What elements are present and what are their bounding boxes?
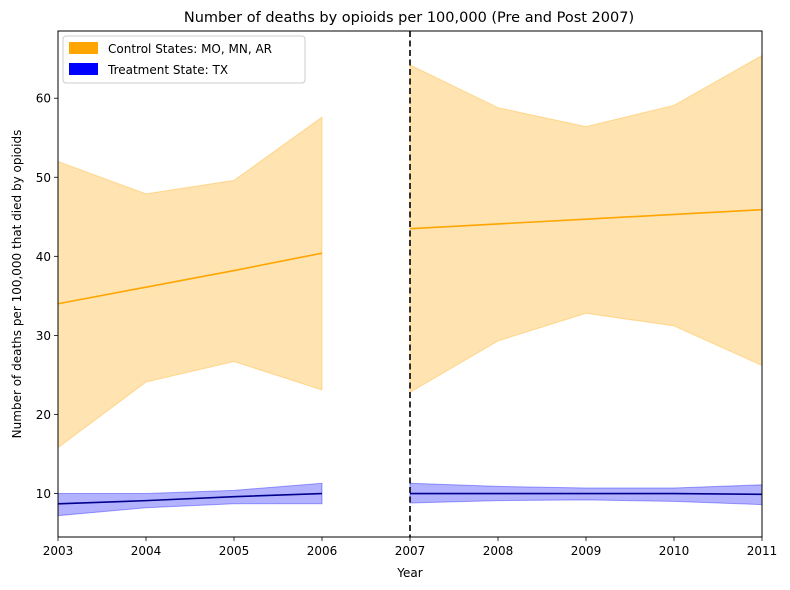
y-tick-label: 10 [36, 487, 51, 501]
series-0-band-0 [57, 116, 323, 449]
legend-swatch-1 [69, 63, 98, 75]
series-1-line-0 [57, 492, 323, 505]
series-0-line-1 [409, 208, 763, 230]
x-tick-label: 2007 [395, 544, 426, 558]
legend-box [62, 35, 306, 84]
chart-title: Number of deaths by opioids per 100,000 … [184, 10, 634, 26]
plot-area [57, 31, 763, 537]
x-tick-label: 2009 [571, 544, 602, 558]
y-tick-label: 50 [36, 171, 51, 185]
legend: Control States: MO, MN, AR Treatment Stat… [62, 35, 306, 84]
y-axis-label: Number of deaths per 100,000 that died b… [10, 130, 24, 439]
series-1-line-1 [410, 492, 763, 496]
legend-label-0: Control States: MO, MN, AR [108, 42, 272, 56]
y-tick-label: 30 [36, 329, 51, 343]
x-axis-label: Year [396, 566, 422, 580]
series-0-line-0 [57, 252, 323, 305]
x-tick-label: 2003 [43, 544, 74, 558]
y-axis: 10 20 30 40 50 60 [36, 92, 58, 501]
legend-swatch-0 [69, 42, 98, 54]
x-tick-label: 2008 [483, 544, 514, 558]
x-tick-label: 2004 [131, 544, 162, 558]
x-axis: 2003 2004 2005 2006 2007 2008 2009 2010 2011 [43, 537, 778, 558]
x-tick-label: 2011 [747, 544, 778, 558]
y-tick-label: 20 [36, 408, 51, 422]
series-0-band-1 [409, 54, 763, 394]
legend-label-1: Treatment State: TX [107, 63, 228, 77]
x-tick-label: 2006 [307, 544, 338, 558]
y-tick-label: 60 [36, 92, 51, 106]
x-tick-label: 2010 [659, 544, 690, 558]
y-tick-label: 40 [36, 250, 51, 264]
x-tick-label: 2005 [219, 544, 250, 558]
